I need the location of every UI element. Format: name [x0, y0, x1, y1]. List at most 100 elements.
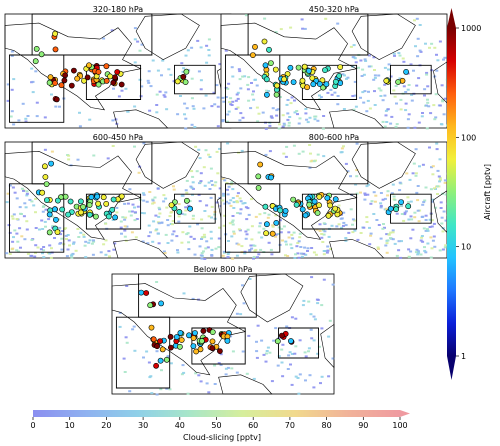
cloud-pixel — [139, 95, 143, 98]
cloud-pixel — [207, 181, 211, 184]
cloud-pixel — [122, 357, 126, 360]
cloud-pixel — [162, 194, 166, 197]
cloud-pixel — [310, 337, 314, 340]
cloud-pixel — [26, 115, 30, 117]
cloud-pixel — [229, 97, 233, 100]
cloud-pixel — [409, 250, 413, 253]
cloud-pixel — [187, 248, 191, 251]
cloud-pixel — [193, 126, 197, 128]
cloud-pixel — [264, 360, 268, 363]
cloud-pixel — [298, 117, 302, 120]
cloud-pixel — [281, 125, 285, 128]
cloud-pixel — [67, 158, 71, 161]
cloud-pixel — [180, 194, 184, 197]
cloud-pixel — [383, 83, 387, 86]
cloud-pixel — [67, 239, 71, 242]
north-america-outline — [220, 150, 358, 240]
cloud-pixel — [128, 188, 132, 191]
cloud-pixel — [264, 352, 268, 355]
north-america-outline — [111, 283, 247, 376]
aircraft-point — [46, 79, 53, 86]
cloud-pixel — [404, 109, 408, 112]
cloud-pixel — [389, 122, 393, 125]
cloud-pixel — [293, 352, 297, 355]
cloud-pixel — [146, 242, 150, 245]
cloud-pixel — [76, 228, 80, 230]
cloud-pixel — [377, 74, 381, 77]
cloud-pixel — [226, 253, 230, 256]
cloud-pixel — [21, 102, 25, 105]
cloud-pixel — [114, 118, 118, 121]
cloud-pixel — [387, 63, 391, 66]
cloud-pixel — [423, 199, 427, 202]
cloud-pixel — [344, 237, 348, 239]
cloud-pixel — [218, 187, 222, 190]
cloud-pixel — [320, 236, 324, 239]
cloud-pixel — [270, 380, 274, 383]
cloud-pixel — [417, 251, 421, 254]
cloud-pixel — [187, 241, 191, 244]
cloud-pixel — [312, 160, 316, 163]
cloud-pixel — [279, 28, 283, 31]
cloud-pixel — [83, 244, 87, 247]
cloud-pixel — [224, 96, 228, 98]
cloud-pixel — [298, 236, 302, 239]
aircraft-point — [154, 343, 160, 350]
cloud-pixel — [315, 298, 319, 301]
cloud-pixel — [34, 244, 38, 247]
cloud-pixel — [253, 244, 257, 247]
cloud-pixel — [426, 242, 430, 245]
aircraft-point — [322, 67, 328, 73]
cloud-pixel — [225, 200, 229, 203]
cloud-pixel — [88, 239, 92, 242]
cloud-pixel — [364, 60, 368, 62]
aircraft-point — [33, 46, 40, 52]
cloud-pixel — [421, 240, 425, 243]
cloud-pixel — [431, 165, 435, 168]
cloud-pixel — [10, 110, 14, 113]
cloud-pixel — [15, 197, 19, 200]
cloud-pixel — [91, 253, 95, 256]
cloud-pixel — [251, 93, 255, 96]
cloud-pixel — [267, 231, 271, 234]
cloud-pixel — [88, 118, 92, 121]
cloud-pixel — [409, 215, 413, 218]
aircraft-point — [44, 197, 50, 203]
aircraft-point — [314, 210, 321, 216]
aircraft-point — [110, 196, 117, 203]
cloud-pixel — [235, 93, 239, 96]
cloud-pixel — [367, 183, 371, 186]
cloud-pixel — [297, 392, 301, 395]
cloud-pixel — [227, 202, 231, 205]
cloud-pixel — [326, 245, 330, 248]
cloud-pixel — [12, 236, 15, 239]
aircraft-point — [178, 337, 185, 343]
cloud-pixel — [184, 127, 188, 130]
cloud-pixel — [217, 246, 221, 249]
cloud-pixel — [416, 209, 420, 212]
cloud-pixel — [212, 91, 216, 94]
cloud-pixel — [49, 256, 53, 259]
cloud-pixel — [443, 97, 447, 100]
cloud-pixel — [191, 297, 195, 300]
cloud-pixel — [296, 242, 300, 244]
cloud-pixel — [441, 227, 445, 230]
cloud-pixel — [271, 107, 275, 110]
cloud-pixel — [307, 347, 311, 350]
south-america-outline — [218, 374, 273, 395]
cloud-pixel — [349, 208, 353, 211]
aircraft-point — [200, 328, 207, 334]
cloud-pixel — [118, 325, 122, 328]
cloud-pixel — [33, 255, 37, 258]
cloud-pixel — [78, 111, 81, 114]
cloud-pixel — [319, 96, 323, 99]
cloud-pixel — [427, 105, 431, 108]
cloud-pixel — [209, 167, 213, 170]
cloud-pixel — [342, 221, 346, 224]
aircraft-points — [32, 30, 190, 103]
aircraft-point — [293, 201, 300, 208]
cloud-pixel — [403, 211, 407, 214]
cloud-pixel — [158, 208, 162, 211]
cloud-pixel — [320, 375, 324, 378]
cloud-pixel — [13, 229, 17, 232]
